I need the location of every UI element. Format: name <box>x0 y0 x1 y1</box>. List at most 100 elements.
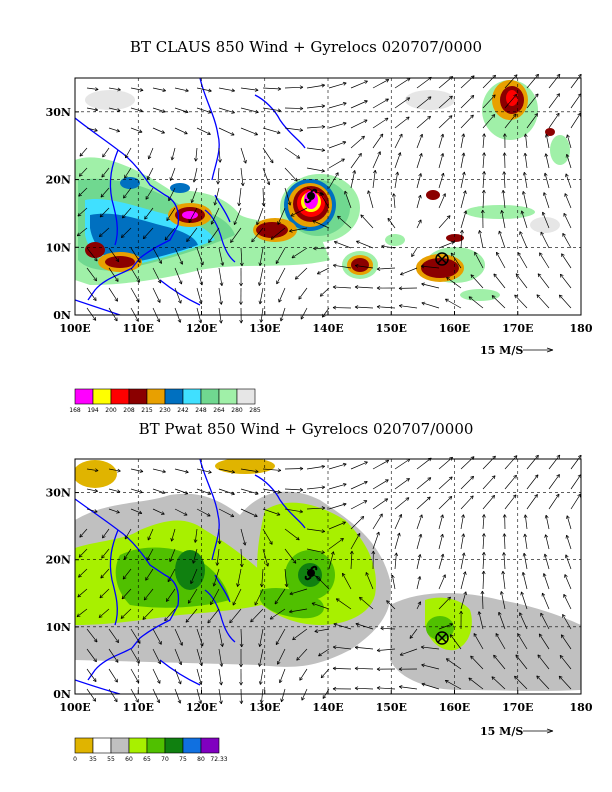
colorbar-label: 60 <box>125 756 133 763</box>
wind-arrow <box>174 688 182 704</box>
wind-arrow <box>502 552 506 570</box>
wind-arrow <box>262 86 282 91</box>
wind-arrow <box>354 645 374 650</box>
wind-arrow <box>174 247 184 265</box>
wind-arrow <box>108 508 120 514</box>
wind-arrow <box>372 498 389 510</box>
lat-tick-label: 10N <box>46 621 71 634</box>
wind-arrow <box>350 119 368 129</box>
wind-arrow <box>152 87 166 93</box>
wind-arrow <box>186 227 198 243</box>
wind-arrow <box>548 474 560 490</box>
wind-arrow <box>145 568 154 581</box>
wind-arrow <box>98 227 110 238</box>
wind-arrow <box>174 628 183 646</box>
wind-arrow <box>76 227 88 237</box>
wind-arrow <box>196 648 203 666</box>
wind-arrow <box>262 167 271 186</box>
wind-arrow <box>125 147 132 159</box>
typhoon-symbol-2 <box>304 565 318 581</box>
wind-arrow <box>292 628 308 641</box>
lat-tick-label: 0N <box>53 309 71 322</box>
wind-arrow <box>284 508 303 514</box>
wind-arrow <box>526 474 539 490</box>
colorbar-label: 75 <box>179 756 187 763</box>
panel-1-title: BT CLAUS 850 Wind + Gyrelocs 020707/0000 <box>129 38 483 56</box>
wind-arrow <box>146 167 154 180</box>
lon-tick-label: 150E <box>376 322 407 335</box>
colorbar-swatch <box>200 737 220 754</box>
wind-arrow <box>354 285 374 289</box>
wind-arrow <box>526 93 539 109</box>
wind-arrow <box>218 648 224 667</box>
colorbar-label: 230 <box>159 407 171 414</box>
wind-arrow <box>333 622 352 630</box>
wind-arrow <box>311 602 330 610</box>
wind-arrow <box>218 468 235 474</box>
wind-arrow <box>376 667 396 672</box>
wind-arrow <box>504 455 518 470</box>
typhoon-symbol-1 <box>304 188 318 204</box>
wind-arrow <box>289 588 308 596</box>
wind-arrow <box>502 533 507 550</box>
lon-tick-label: 100E <box>59 322 90 335</box>
wind-arrow <box>100 568 110 579</box>
panel-1-wind-vectors <box>76 73 582 324</box>
wind-arrow <box>318 648 330 657</box>
wind-arrow <box>337 215 352 229</box>
lon-tick-label: 170E <box>502 322 533 335</box>
wind-arrow <box>438 514 444 530</box>
colorbar-label: 65 <box>143 756 151 763</box>
wind-arrow <box>541 211 550 229</box>
wind-arrow <box>372 79 390 89</box>
wind-arrow <box>100 187 110 198</box>
colorbar-swatch <box>182 388 202 405</box>
wind-arrow <box>306 548 325 554</box>
panel-1-grid <box>75 78 581 315</box>
wind-arrow <box>526 73 539 89</box>
wind-arrow <box>76 608 88 618</box>
wind-arrow <box>108 247 120 263</box>
colorbar-swatch <box>92 388 112 405</box>
wind-arrow <box>416 153 423 169</box>
wind-arrow <box>78 548 88 558</box>
wind-arrow <box>196 628 204 647</box>
wind-arrow <box>543 553 550 570</box>
wind-arrow <box>460 495 474 510</box>
wind-arrow <box>493 273 506 289</box>
wind-arrow <box>416 554 422 570</box>
wind-arrow <box>174 668 182 685</box>
wind-arrow <box>86 127 98 132</box>
wind-arrow <box>400 267 418 276</box>
wind-arrow <box>196 87 212 93</box>
wind-arrow <box>350 515 365 530</box>
lon-tick-label: 140E <box>312 322 343 335</box>
wind-arrow <box>544 153 550 169</box>
wind-arrow <box>130 688 139 703</box>
wind-arrow <box>257 267 264 286</box>
wind-arrow <box>460 95 475 109</box>
wind-arrow <box>416 173 423 189</box>
wind-arrow <box>258 287 264 305</box>
wind-arrow <box>169 548 176 562</box>
wind-arrow <box>218 107 235 114</box>
wind-arrow <box>328 81 347 89</box>
wind-arrow <box>328 502 347 510</box>
lon-tick-label: 160E <box>439 322 470 335</box>
wind-arrow <box>360 214 374 229</box>
wind-arrow <box>217 528 222 545</box>
lon-tick-label: 160E <box>439 701 470 714</box>
wind-arrow <box>523 533 528 550</box>
wind-arrow <box>394 171 400 189</box>
wind-arrow <box>523 152 528 169</box>
wind-arrow <box>561 253 572 269</box>
wind-arrow <box>108 87 121 92</box>
wind-arrow <box>548 93 561 109</box>
wind-arrow <box>372 117 389 129</box>
wind-arrow <box>152 688 161 704</box>
wind-arrow <box>284 487 304 492</box>
wind-arrow <box>147 147 154 160</box>
wind-arrow <box>438 533 444 550</box>
wind-arrow <box>460 571 467 590</box>
